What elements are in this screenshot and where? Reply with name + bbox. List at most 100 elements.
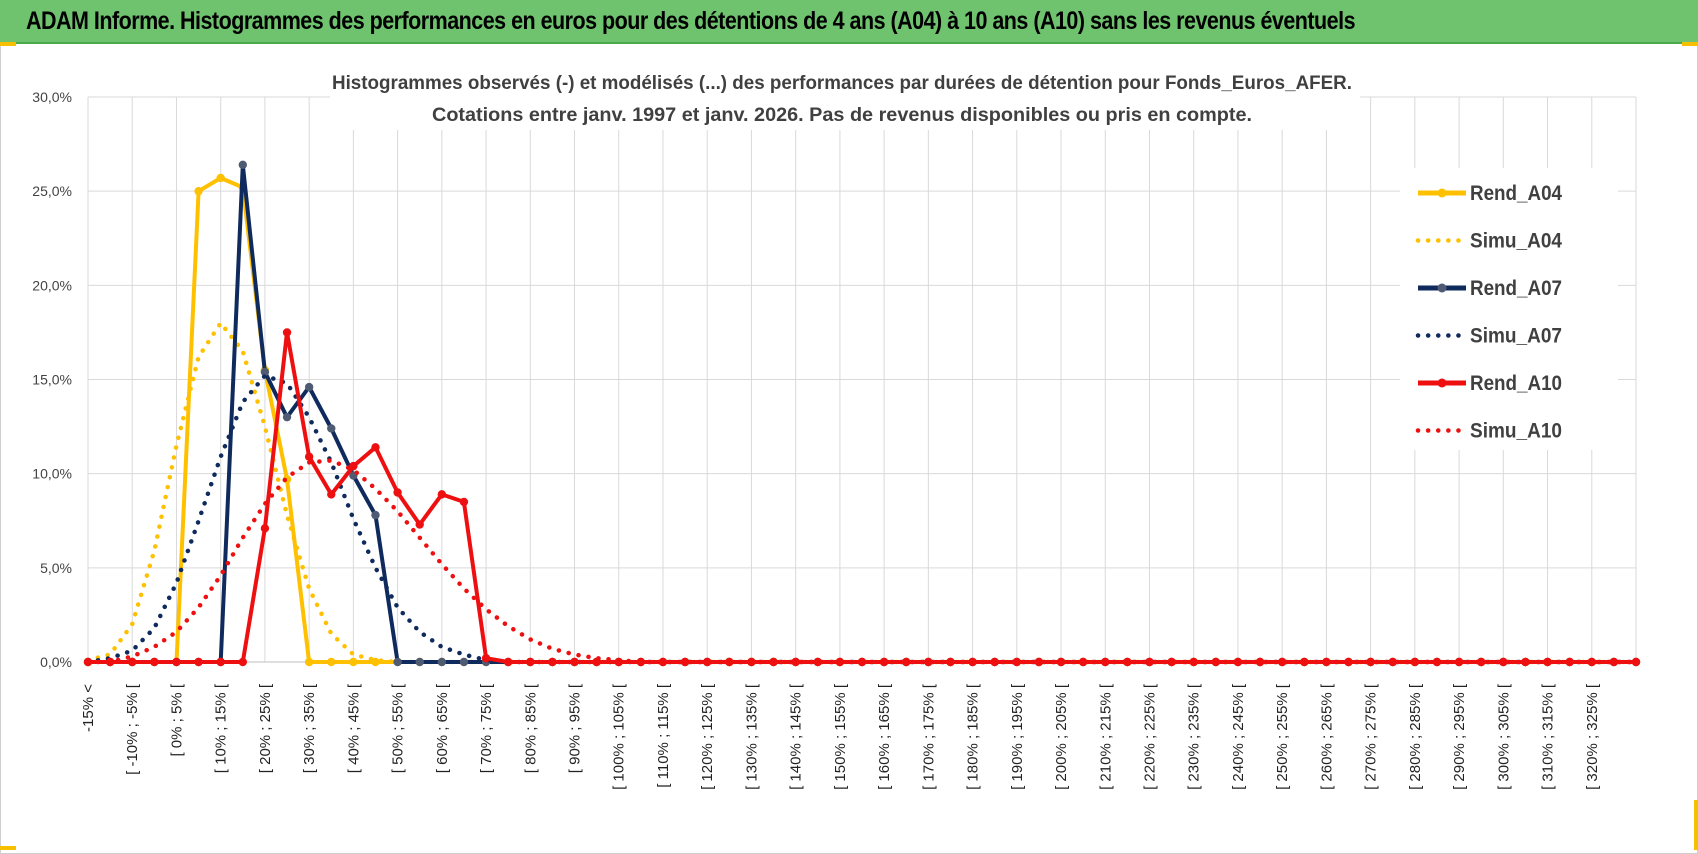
legend-marker-Rend_A04	[1437, 188, 1447, 198]
x-tick-label: [ 320% ; 325% [	[1584, 683, 1601, 790]
data-point-Rend_A10	[1255, 657, 1265, 667]
series-line-Simu_A04	[85, 319, 1639, 665]
data-point-Rend_A04	[327, 657, 336, 667]
legend-marker-Rend_A07	[1437, 283, 1447, 293]
x-tick-label: [ 150% ; 155% [	[832, 683, 849, 790]
x-tick-label: [ 50% ; 55% [	[390, 683, 407, 773]
x-tick-label: [ 230% ; 235% [	[1186, 683, 1203, 790]
x-tick-label: [ 60% ; 65% [	[434, 683, 451, 773]
corner-mark-bottom-left	[0, 846, 16, 850]
data-point-Rend_A10	[1034, 657, 1044, 667]
data-point-Rend_A10	[1499, 657, 1508, 667]
x-tick-label: [ 190% ; 195% [	[1009, 683, 1026, 790]
data-point-Rend_A10	[437, 490, 447, 499]
data-point-Rend_A07	[437, 657, 447, 667]
banner: ADAM Informe. Histogrammes des performan…	[0, 0, 1698, 44]
data-point-Rend_A10	[548, 657, 557, 667]
x-tick-label: [ 260% ; 265% [	[1318, 683, 1335, 790]
x-tick-label: [ 170% ; 175% [	[920, 683, 937, 790]
data-point-Rend_A10	[1123, 657, 1132, 667]
y-tick-label: 5,0%	[40, 560, 72, 576]
data-point-Rend_A10	[172, 657, 181, 667]
data-point-Rend_A10	[150, 657, 159, 667]
x-tick-label: [ 240% ; 245% [	[1230, 683, 1247, 790]
x-tick-label: [ 280% ; 285% [	[1407, 683, 1424, 790]
x-tick-label: [ 0% ; 5% [	[168, 683, 185, 756]
data-point-Rend_A04	[216, 173, 225, 183]
x-tick-label: [ -10% ; -5% [	[124, 683, 141, 775]
data-point-Rend_A10	[327, 490, 336, 499]
chart-subtitle: Cotations entre janv. 1997 et janv. 2026…	[432, 105, 1252, 126]
data-point-Rend_A07	[238, 160, 247, 169]
data-point-Rend_A07	[327, 424, 336, 433]
y-tick-label: 25,0%	[32, 183, 72, 199]
x-tick-label: [ 300% ; 305% [	[1495, 683, 1512, 790]
data-point-Rend_A10	[415, 520, 424, 529]
x-tick-label: [ 70% ; 75% [	[478, 683, 495, 773]
data-point-Rend_A10	[1388, 657, 1397, 667]
data-point-Rend_A10	[238, 657, 247, 667]
corner-mark-top-right	[1682, 42, 1698, 46]
data-point-Rend_A10	[570, 657, 579, 667]
data-point-Rend_A10	[1012, 657, 1021, 667]
data-point-Rend_A10	[1145, 657, 1154, 667]
data-point-Rend_A10	[1233, 657, 1243, 667]
legend-label-Rend_A10: Rend_A10	[1470, 372, 1562, 395]
x-tick-label: [ 80% ; 85% [	[522, 683, 539, 773]
data-point-Rend_A07	[393, 657, 402, 667]
data-point-Rend_A10	[481, 654, 491, 663]
x-tick-label: [ 210% ; 215% [	[1097, 683, 1114, 790]
y-tick-label: 10,0%	[32, 466, 72, 482]
y-tick-label: 30,0%	[32, 89, 72, 105]
data-point-Rend_A07	[459, 657, 469, 667]
banner-title: ADAM Informe. Histogrammes des performan…	[26, 7, 1356, 35]
x-tick-label: [ 270% ; 275% [	[1363, 683, 1380, 790]
data-point-Rend_A10	[1366, 657, 1375, 667]
data-point-Rend_A10	[194, 657, 203, 667]
chart-title-box	[330, 58, 1360, 130]
data-point-Rend_A07	[304, 382, 314, 392]
x-tick-label: [ 130% ; 135% [	[743, 683, 760, 790]
data-point-Rend_A10	[902, 657, 911, 667]
data-point-Rend_A10	[1609, 657, 1619, 667]
data-point-Rend_A07	[415, 657, 424, 667]
data-point-Rend_A10	[349, 461, 358, 471]
x-tick-label: [ 140% ; 145% [	[788, 683, 805, 790]
legend-label-Simu_A04: Simu_A04	[1470, 230, 1562, 253]
x-tick-label: [ 200% ; 205% [	[1053, 683, 1070, 790]
x-tick-label: [ 40% ; 45% [	[345, 683, 362, 773]
x-tick-label: [ 30% ; 35% [	[301, 683, 318, 773]
data-point-Rend_A10	[680, 657, 690, 667]
data-point-Rend_A10	[1587, 657, 1596, 667]
x-tick-label: [ 120% ; 125% [	[699, 683, 716, 790]
x-tick-label: [ 100% ; 105% [	[611, 683, 628, 790]
data-point-Rend_A10	[924, 657, 933, 667]
data-point-Rend_A10	[304, 452, 314, 461]
x-tick-label: [ 220% ; 225% [	[1141, 683, 1158, 790]
data-point-Rend_A10	[503, 657, 513, 667]
x-tick-label: [ 110% ; 115% [	[655, 683, 672, 788]
data-point-Rend_A07	[260, 367, 270, 377]
x-tick-label: [ 310% ; 315% [	[1540, 683, 1557, 790]
data-point-Rend_A10	[371, 443, 380, 452]
data-point-Rend_A07	[282, 412, 292, 422]
x-tick-label: [ 10% ; 15% [	[213, 683, 230, 773]
data-point-Rend_A10	[658, 657, 668, 667]
data-point-Rend_A10	[769, 657, 778, 667]
legend-label-Rend_A04: Rend_A04	[1470, 182, 1562, 205]
data-point-Rend_A10	[282, 328, 292, 337]
x-tick-label: -15% <	[80, 684, 97, 732]
data-point-Rend_A10	[879, 657, 889, 667]
data-point-Rend_A10	[791, 657, 800, 667]
data-point-Rend_A10	[260, 524, 270, 533]
x-tick-label: [ 90% ; 95% [	[567, 683, 584, 773]
data-point-Rend_A10	[216, 657, 225, 667]
legend-label-Rend_A07: Rend_A07	[1470, 277, 1562, 300]
x-tick-label: [ 20% ; 25% [	[257, 683, 274, 773]
data-point-Rend_A04	[304, 657, 314, 667]
data-point-Rend_A04	[349, 657, 358, 667]
series-line-Simu_A10	[85, 458, 1639, 665]
data-point-Rend_A07	[371, 510, 380, 520]
legend-box	[1400, 168, 1618, 450]
